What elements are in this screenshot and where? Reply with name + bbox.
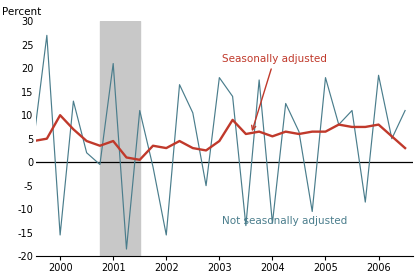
Bar (100, 21, 140, 256)
Text: Seasonally adjusted: Seasonally adjusted (222, 53, 327, 130)
Text: Not seasonally adjusted: Not seasonally adjusted (222, 216, 347, 226)
Text: Percent: Percent (3, 6, 42, 17)
